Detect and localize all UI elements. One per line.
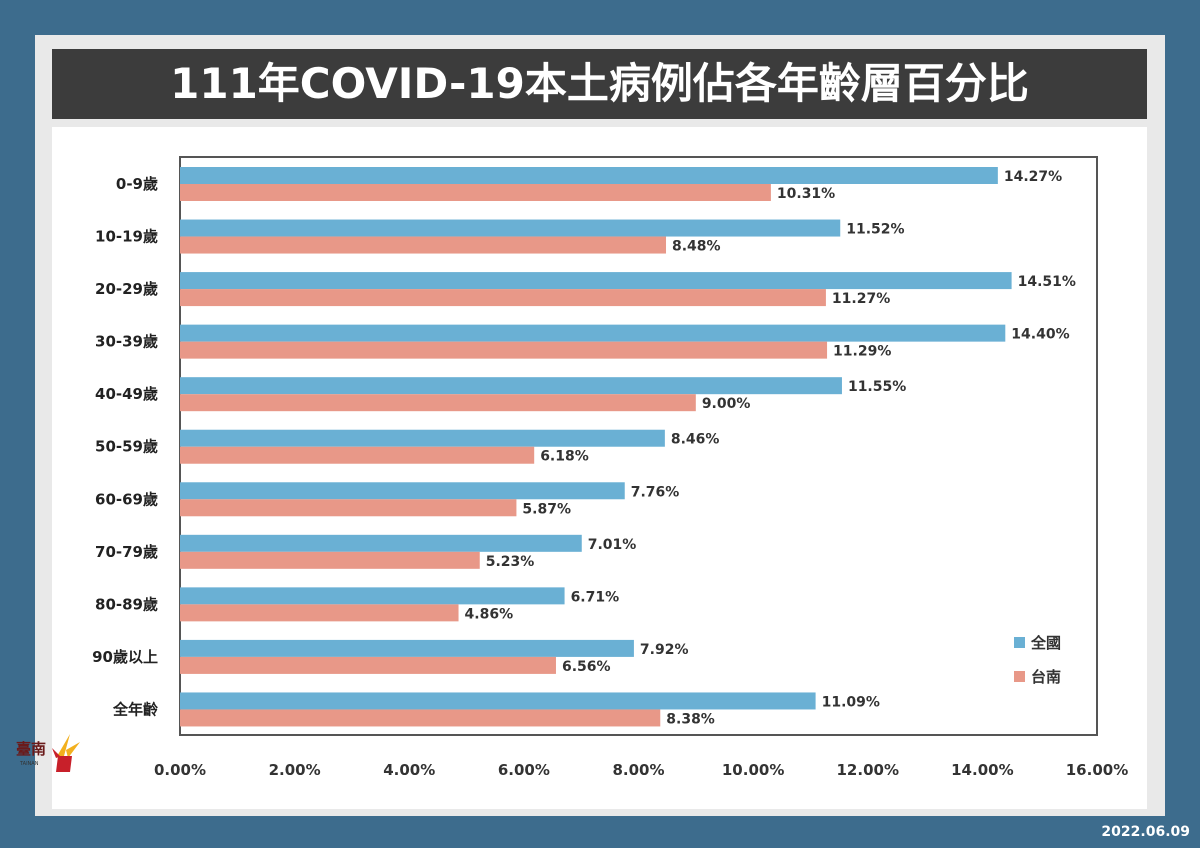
data-label: 14.51% (1018, 274, 1076, 290)
data-label: 11.55% (848, 379, 906, 395)
date-stamp: 2022.06.09 (1101, 824, 1190, 840)
category-label: 20-29歲 (95, 280, 158, 298)
data-label: 7.92% (640, 642, 689, 658)
data-label: 11.27% (832, 291, 890, 307)
category-label: 0-9歲 (116, 175, 158, 193)
x-tick-label: 4.00% (383, 761, 435, 779)
bar-tainan (180, 289, 826, 307)
x-tick-label: 2.00% (269, 761, 321, 779)
chart-panel: 0-9歲 14.27% 10.31% 10-19歲 11.52% 8.48% 20-29歲 1… (52, 127, 1147, 809)
data-label: 14.40% (1011, 327, 1069, 343)
page-title: 111年COVID-19本土病例佔各年齡層百分比 (52, 49, 1147, 119)
category-label: 70-79歲 (95, 543, 158, 561)
legend-swatch (1014, 671, 1025, 682)
data-label: 8.46% (671, 432, 720, 448)
x-tick-label: 12.00% (837, 761, 899, 779)
bar-tainan (180, 394, 696, 412)
bar-national (180, 429, 665, 447)
category-label: 60-69歲 (95, 490, 158, 508)
bar-tainan (180, 446, 535, 464)
bar-national (180, 324, 1006, 342)
logo-subtext: TAINAN (19, 761, 39, 767)
data-label: 7.76% (631, 484, 680, 500)
bar-national (180, 482, 625, 500)
x-tick-label: 6.00% (498, 761, 550, 779)
x-tick-label: 0.00% (154, 761, 206, 779)
data-label: 8.48% (672, 239, 721, 255)
x-tick-label: 10.00% (722, 761, 784, 779)
legend-label: 全國 (1030, 634, 1061, 652)
category-label: 40-49歲 (95, 385, 158, 403)
bar-national (180, 219, 841, 237)
bar-tainan (180, 184, 771, 201)
data-label: 11.09% (822, 694, 880, 710)
category-label: 30-39歲 (95, 333, 158, 351)
bar-tainan (180, 709, 661, 727)
data-label: 5.87% (522, 501, 571, 517)
bar-tainan (180, 341, 828, 359)
category-label: 50-59歲 (95, 438, 158, 456)
x-tick-label: 14.00% (951, 761, 1013, 779)
data-label: 8.38% (666, 711, 715, 727)
data-label: 10.31% (777, 186, 835, 202)
bar-national (180, 534, 582, 552)
bar-national (180, 692, 816, 710)
bar-tainan (180, 499, 517, 517)
bar-tainan (180, 236, 667, 254)
data-label: 11.29% (833, 344, 891, 360)
data-label: 4.86% (465, 606, 514, 622)
data-label: 11.52% (846, 222, 904, 238)
data-label: 5.23% (486, 554, 535, 570)
bar-tainan (180, 604, 459, 622)
bar-tainan (180, 656, 556, 674)
legend-label: 台南 (1031, 668, 1061, 686)
bar-national (180, 639, 634, 657)
data-label: 6.18% (540, 449, 589, 465)
data-label: 9.00% (702, 396, 751, 412)
category-label: 10-19歲 (95, 228, 158, 246)
x-tick-label: 16.00% (1066, 761, 1128, 779)
category-label: 全年齡 (112, 700, 158, 718)
data-label: 6.71% (571, 589, 620, 605)
category-label: 80-89歲 (95, 595, 158, 613)
category-label: 90歲以上 (92, 648, 158, 666)
chart-card: 111年COVID-19本土病例佔各年齡層百分比 0-9歲 14.27% 10.31… (35, 35, 1165, 816)
bar-tainan (180, 551, 480, 569)
x-tick-label: 8.00% (612, 761, 664, 779)
bar-national (180, 167, 998, 184)
bar-chart: 0-9歲 14.27% 10.31% 10-19歲 11.52% 8.48% 20-29歲 1… (92, 156, 1128, 779)
bar-national (180, 587, 565, 605)
data-label: 7.01% (588, 537, 637, 553)
bar-national (180, 377, 842, 395)
tainan-logo: 臺南 TAINAN (16, 734, 80, 772)
logo-text: 臺南 (16, 740, 46, 758)
legend-swatch (1014, 637, 1025, 648)
data-label: 14.27% (1004, 169, 1062, 185)
bar-national (180, 272, 1012, 290)
data-label: 6.56% (562, 659, 611, 675)
